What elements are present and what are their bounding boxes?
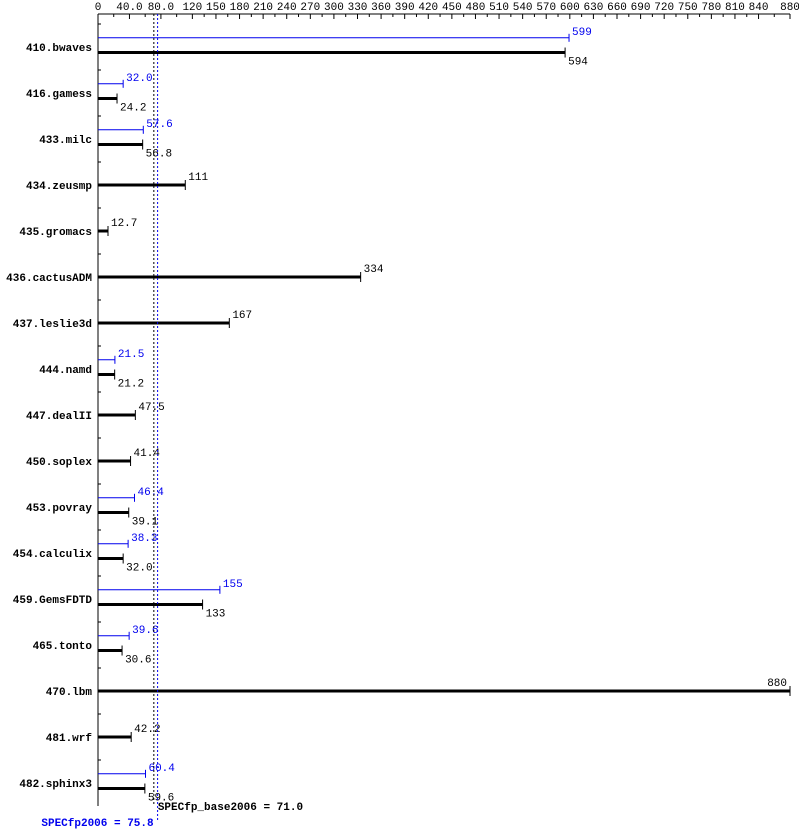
- bench-row: 436.cactusADM 334: [6, 254, 384, 285]
- bench-label: 416.gamess: [26, 89, 92, 101]
- base-value: 21.2: [118, 379, 144, 391]
- bench-row: 454.calculix38.332.0: [13, 530, 158, 575]
- x-tick-label: 570: [536, 2, 556, 14]
- peak-value: 599: [572, 27, 592, 39]
- bench-label: 470.lbm: [46, 687, 93, 699]
- bench-label: 434.zeusmp: [26, 181, 92, 193]
- bench-label: 410.bwaves: [26, 43, 92, 55]
- bench-row: 444.namd 21.5 21.2: [39, 346, 144, 391]
- base-value: 56.8: [146, 149, 172, 161]
- base-value: 12.7: [111, 218, 137, 230]
- bench-label: 450.soplex: [26, 457, 92, 469]
- x-tick-label: 180: [230, 2, 250, 14]
- x-tick-label: 630: [584, 2, 604, 14]
- bench-label: 459.GemsFDTD: [13, 595, 93, 607]
- x-tick-label: 240: [277, 2, 297, 14]
- bench-row: 433.milc 57.6 56.8: [39, 116, 173, 161]
- x-tick-label: 360: [371, 2, 391, 14]
- bench-label: 435.gromacs: [19, 227, 92, 239]
- bench-row: 482.sphinx360.459.6: [19, 760, 175, 805]
- footer-base-label: SPECfp_base2006 = 71.0: [158, 802, 303, 814]
- x-tick-label: 750: [678, 2, 698, 14]
- bench-row: 437.leslie3d 167: [13, 300, 252, 331]
- base-value: 334: [364, 264, 384, 276]
- peak-value: 21.5: [118, 349, 144, 361]
- x-tick-label: 840: [749, 2, 769, 14]
- footer-peak-label: SPECfp2006 = 75.8: [41, 818, 154, 830]
- x-tick-label: 690: [631, 2, 651, 14]
- bench-row: 465.tonto 39.6 30.6: [33, 622, 159, 667]
- x-tick-label: 390: [395, 2, 415, 14]
- base-value: 880: [767, 678, 787, 690]
- bench-label: 465.tonto: [33, 641, 93, 653]
- peak-value: 39.6: [132, 625, 158, 637]
- bench-label: 447.dealII: [26, 411, 92, 423]
- x-tick-label: 330: [348, 2, 368, 14]
- x-tick-label: 880: [780, 2, 799, 14]
- x-tick-label: 810: [725, 2, 745, 14]
- bench-label: 481.wrf: [46, 733, 93, 745]
- x-tick-label: 210: [253, 2, 273, 14]
- x-tick-label: 600: [560, 2, 580, 14]
- bench-row: 447.dealII 47.5: [26, 392, 165, 423]
- x-tick-label: 120: [182, 2, 202, 14]
- base-value: 167: [232, 310, 252, 322]
- bench-row: 481.wrf 42.2: [46, 714, 161, 745]
- x-tick-label: 510: [489, 2, 509, 14]
- bench-label: 437.leslie3d: [13, 319, 92, 331]
- x-tick-label: 0: [95, 2, 102, 14]
- x-tick-label: 40.0: [116, 2, 142, 14]
- base-value: 39.1: [132, 517, 159, 529]
- bench-label: 444.namd: [39, 365, 92, 377]
- reference-lines: [154, 14, 158, 822]
- peak-value: 60.4: [148, 763, 175, 775]
- spec-chart: 040.080.01201501802102402703003303603904…: [0, 0, 799, 831]
- bench-row: 410.bwaves 599 594: [26, 24, 592, 69]
- bench-row: 416.gamess 32.0 24.2: [26, 70, 153, 115]
- x-tick-label: 480: [466, 2, 486, 14]
- bench-label: 453.povray: [26, 503, 92, 515]
- base-value: 111: [188, 172, 208, 184]
- peak-value: 155: [223, 579, 243, 591]
- x-tick-label: 420: [418, 2, 438, 14]
- x-tick-label: 540: [513, 2, 533, 14]
- base-value: 24.2: [120, 103, 146, 115]
- x-tick-label: 270: [300, 2, 320, 14]
- base-value: 41.4: [134, 448, 161, 460]
- bench-label: 454.calculix: [13, 549, 93, 561]
- footer: SPECfp_base2006 = 71.0 SPECfp2006 = 75.8: [41, 802, 303, 830]
- rows: 410.bwaves599594416.gamess32.024.2433.mi…: [6, 14, 790, 806]
- peak-value: 46.4: [137, 487, 164, 499]
- x-tick-label: 150: [206, 2, 226, 14]
- bench-row: 434.zeusmp 111: [26, 162, 209, 193]
- bench-row: 453.povray 46.4 39.1: [26, 484, 164, 529]
- base-value: 47.5: [138, 402, 164, 414]
- x-tick-label: 450: [442, 2, 462, 14]
- x-tick-label: 720: [654, 2, 674, 14]
- bench-row: 435.gromacs 12.7: [19, 208, 137, 239]
- x-tick-label: 80.0: [148, 2, 174, 14]
- x-tick-label: 660: [607, 2, 627, 14]
- base-value: 133: [206, 609, 226, 621]
- peak-value: 32.0: [126, 73, 152, 85]
- bench-label: 433.milc: [39, 135, 92, 147]
- bench-label: 482.sphinx3: [19, 779, 92, 791]
- x-axis: 040.080.01201501802102402703003303603904…: [95, 2, 799, 19]
- bench-label: 436.cactusADM: [6, 273, 92, 285]
- base-value: 594: [568, 57, 588, 69]
- base-value: 32.0: [126, 563, 152, 575]
- base-value: 30.6: [125, 655, 151, 667]
- peak-value: 57.6: [146, 119, 172, 131]
- base-value: 42.2: [134, 724, 160, 736]
- bench-row: 450.soplex 41.4: [26, 438, 160, 469]
- x-tick-label: 780: [701, 2, 721, 14]
- bench-row: 459.GemsFDTD 155 133: [13, 576, 243, 621]
- x-tick-label: 300: [324, 2, 344, 14]
